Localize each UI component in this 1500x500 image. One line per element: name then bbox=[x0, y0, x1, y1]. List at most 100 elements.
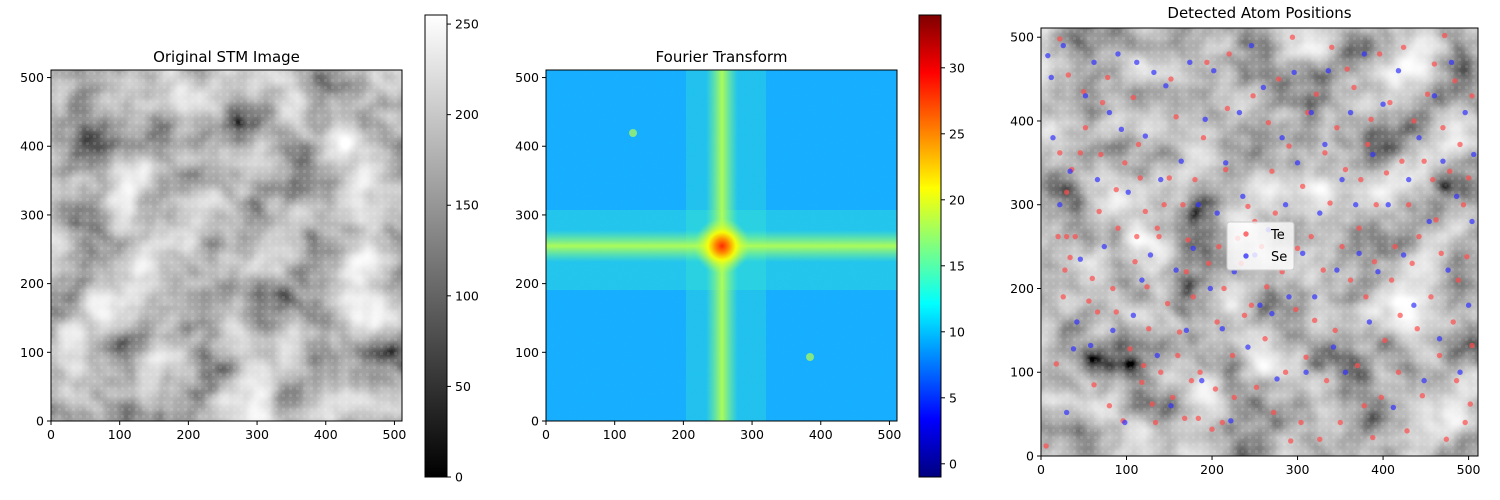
se-atom-point bbox=[1195, 202, 1202, 208]
te-atom-point bbox=[1356, 225, 1362, 231]
se-atom-point bbox=[1416, 135, 1422, 141]
te-atom-point bbox=[1053, 361, 1060, 367]
se-atom-point bbox=[1317, 210, 1323, 216]
te-atom-point bbox=[1370, 434, 1376, 441]
te-atom-point bbox=[1378, 394, 1385, 401]
te-atom-point bbox=[1197, 369, 1203, 375]
fourier-axes-frame bbox=[545, 69, 898, 422]
se-atom-point bbox=[1173, 267, 1179, 273]
te-atom-point bbox=[1322, 150, 1328, 156]
fourier-colorbar-ticks: 0 5 10 15 20 25 30 bbox=[941, 60, 965, 471]
te-atom-point bbox=[1062, 267, 1068, 273]
se-atom-point bbox=[1339, 176, 1345, 183]
te-atom-point bbox=[1110, 285, 1116, 292]
te-atom-point bbox=[1195, 415, 1202, 422]
stm-x-tick-label: 0 bbox=[47, 427, 55, 442]
se-atom-point bbox=[1325, 68, 1332, 74]
se-atom-point bbox=[1440, 158, 1446, 164]
se-atom-point bbox=[1385, 202, 1391, 208]
te-atom-point bbox=[1371, 258, 1378, 265]
se-atom-point bbox=[1236, 109, 1243, 116]
se-atom-point bbox=[1274, 376, 1280, 382]
fourier-y-tick-label: 300 bbox=[515, 207, 539, 222]
se-atom-point bbox=[1322, 141, 1328, 148]
te-atom-point bbox=[1183, 269, 1190, 275]
se-atom-point bbox=[1448, 59, 1455, 66]
te-atom-point bbox=[1447, 168, 1453, 174]
se-atom-point bbox=[1048, 74, 1054, 81]
se-atom-point bbox=[1269, 310, 1275, 317]
te-atom-point bbox=[1460, 202, 1467, 208]
legend-se-label: Se bbox=[1271, 250, 1287, 265]
stm-colorbar-tick-label: 50 bbox=[455, 379, 471, 394]
fourier-colorbar bbox=[918, 14, 942, 478]
atoms-x-tick-label: 100 bbox=[1115, 462, 1139, 477]
se-atom-point bbox=[1070, 346, 1077, 352]
se-atom-point bbox=[1134, 59, 1140, 66]
se-atom-point bbox=[1077, 256, 1084, 262]
te-atom-point bbox=[1134, 233, 1140, 240]
te-atom-point bbox=[1364, 141, 1371, 148]
te-atom-point bbox=[1363, 294, 1369, 300]
stm-y-tick-label: 400 bbox=[20, 139, 44, 154]
se-atom-point bbox=[1303, 369, 1309, 375]
te-atom-point bbox=[1388, 277, 1395, 283]
fourier-y-tick-label: 100 bbox=[515, 345, 539, 360]
te-atom-point bbox=[1347, 277, 1354, 283]
te-atom-point bbox=[1137, 175, 1143, 181]
te-atom-point bbox=[1096, 208, 1102, 215]
te-atom-point bbox=[1241, 312, 1248, 318]
te-atom-point bbox=[1311, 317, 1318, 324]
se-atom-point bbox=[1248, 42, 1255, 49]
te-atom-point bbox=[1438, 250, 1444, 257]
se-atom-point bbox=[1151, 69, 1157, 76]
fourier-y-ticks: 0 100 200 300 400 500 bbox=[515, 70, 546, 429]
te-atom-point bbox=[1327, 200, 1333, 206]
te-atom-point bbox=[1467, 401, 1474, 407]
se-atom-point bbox=[1168, 403, 1174, 409]
te-atom-point bbox=[1457, 141, 1463, 148]
te-atom-point bbox=[1383, 170, 1390, 176]
te-atom-point bbox=[1176, 329, 1183, 335]
te-atom-point bbox=[1229, 352, 1236, 359]
te-atom-point bbox=[1294, 245, 1301, 251]
se-atom-point bbox=[1087, 342, 1094, 349]
stm-colorbar-tick-label: 200 bbox=[455, 107, 479, 122]
te-atom-point bbox=[1397, 312, 1403, 318]
se-atom-point bbox=[1366, 319, 1373, 325]
te-atom-point bbox=[1329, 44, 1335, 50]
stm-axes-frame bbox=[50, 69, 403, 422]
atoms-x-tick-label: 500 bbox=[1457, 462, 1481, 477]
te-atom-point bbox=[1421, 158, 1427, 164]
te-atom-point bbox=[1409, 260, 1415, 267]
fourier-colorbar-tick-label: 10 bbox=[949, 324, 965, 339]
se-atom-point bbox=[1245, 344, 1251, 350]
fourier-central-peak bbox=[694, 218, 750, 274]
te-atom-point bbox=[1140, 362, 1147, 369]
se-atom-point bbox=[1223, 160, 1229, 166]
fourier-y-tick-label: 500 bbox=[515, 70, 539, 85]
fourier-x-tick-label: 300 bbox=[740, 427, 764, 442]
legend-te-label: Te bbox=[1270, 228, 1285, 243]
te-atom-point bbox=[1337, 419, 1344, 426]
te-atom-point bbox=[1164, 300, 1171, 307]
te-atom-point bbox=[1253, 384, 1260, 391]
te-atom-point bbox=[1113, 309, 1119, 315]
fourier-x-ticks: 0 100 200 300 400 500 bbox=[542, 421, 901, 442]
stm-y-tick-label: 500 bbox=[20, 70, 44, 85]
te-atom-point bbox=[1216, 243, 1222, 250]
fourier-x-tick-label: 100 bbox=[603, 427, 627, 442]
te-atom-point bbox=[1152, 419, 1159, 426]
te-atom-point bbox=[1416, 233, 1422, 240]
se-atom-point bbox=[1330, 344, 1337, 350]
te-atom-point bbox=[1221, 285, 1227, 292]
te-atom-point bbox=[1308, 233, 1314, 240]
te-atom-point bbox=[1293, 306, 1299, 313]
stm-x-tick-label: 200 bbox=[176, 427, 200, 442]
te-atom-point bbox=[1063, 233, 1070, 240]
se-atom-point bbox=[1067, 168, 1073, 174]
te-atom-point bbox=[1339, 243, 1345, 250]
fourier-colorbar-tick-label: 15 bbox=[949, 258, 965, 273]
atoms-x-tick-label: 0 bbox=[1037, 462, 1045, 477]
te-atom-point bbox=[1433, 217, 1439, 223]
